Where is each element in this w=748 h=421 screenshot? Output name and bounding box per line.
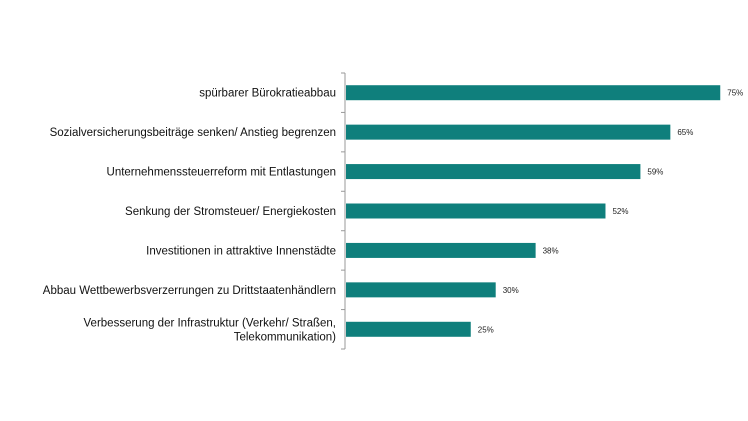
category-label: Verbesserung der Infrastruktur (Verkehr/…: [84, 317, 336, 329]
data-label: 65%: [677, 128, 693, 137]
category-label: Unternehmenssteuerreform mit Entlastunge…: [107, 167, 336, 179]
category-label: Investitionen in attraktive Innenstädte: [146, 245, 336, 257]
bar: [346, 321, 471, 337]
data-label: 75%: [727, 89, 743, 98]
data-label: 30%: [503, 286, 519, 295]
category-label: Abbau Wettbewerbsverzerrungen zu Drittst…: [43, 285, 336, 297]
data-label: 25%: [478, 325, 494, 334]
category-label: spürbarer Bürokratieabbau: [199, 88, 336, 100]
bar: [346, 124, 671, 140]
category-label: Telekommunikation): [234, 331, 336, 343]
bar: [346, 164, 641, 180]
data-label: 59%: [647, 168, 663, 177]
category-label: Senkung der Stromsteuer/ Energiekosten: [125, 206, 336, 218]
data-label: 52%: [612, 207, 628, 216]
bar: [346, 203, 606, 219]
bar: [346, 242, 536, 258]
bar: [346, 282, 496, 298]
bar: [346, 85, 721, 101]
data-label: 38%: [543, 246, 559, 255]
category-label: Sozialversicherungsbeiträge senken/ Anst…: [50, 127, 336, 139]
